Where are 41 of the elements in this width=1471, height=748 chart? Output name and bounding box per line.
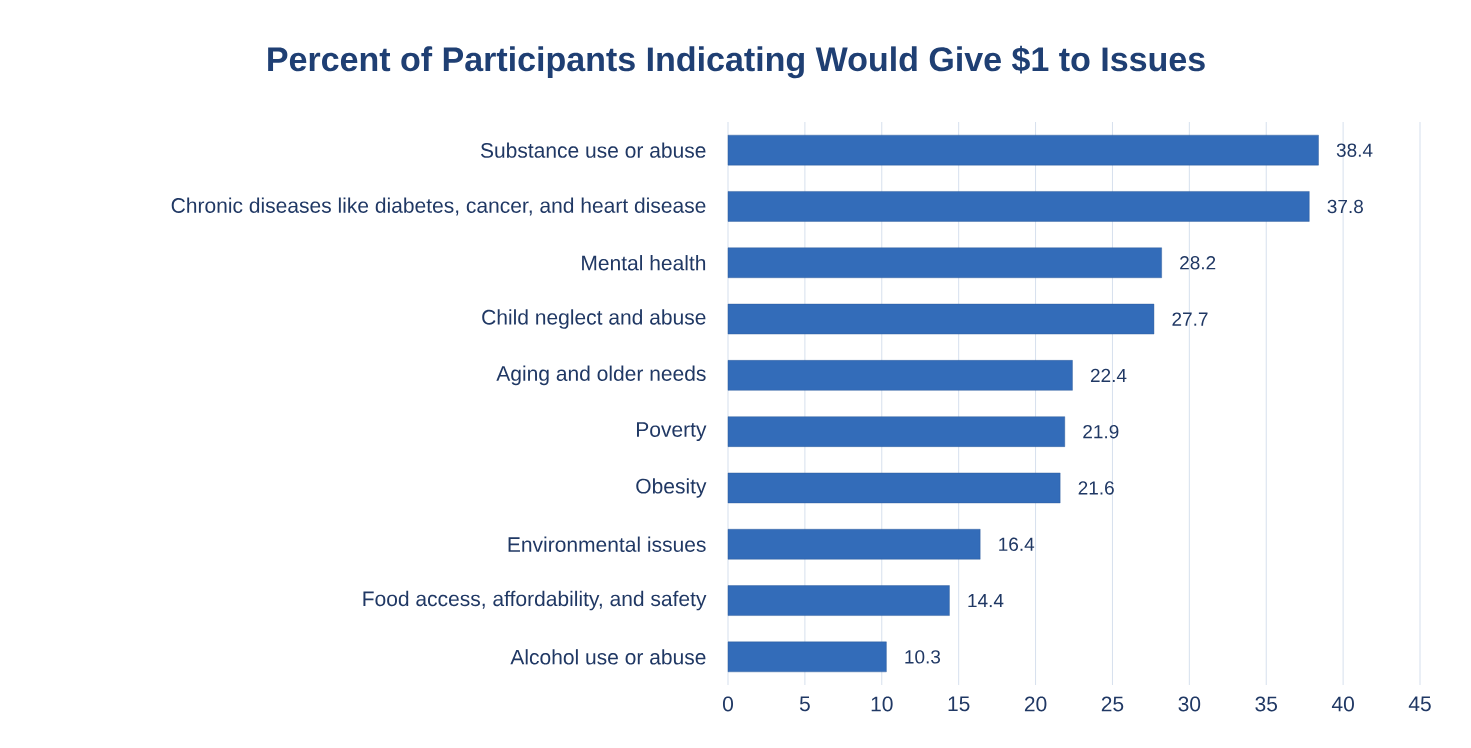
data-label: 14.4 [968,594,1004,608]
data-label: 28.2 [1180,256,1216,270]
bar [727,641,887,673]
data-label: 38.4 [1336,143,1373,157]
y-tick-label: Food access, affordability, and safety [363,590,707,611]
bar [727,303,1155,335]
data-label: 21.6 [1078,481,1114,495]
bar [727,360,1073,391]
x-tick-label: 45 [1408,696,1431,712]
x-tick-label: 25 [1101,696,1124,712]
x-tick-label: 35 [1255,696,1278,712]
x-tick-label: 10 [871,696,893,712]
x-tick-label: 20 [1024,696,1047,712]
data-label: 27.7 [1172,312,1208,326]
x-tick-label: 15 [948,696,970,712]
y-tick-label: Child neglect and abuse [482,309,706,329]
data-label: 22.4 [1090,368,1127,382]
x-tick-label: 30 [1178,696,1201,712]
x-tick-label: 40 [1331,696,1354,712]
bar [727,191,1310,222]
y-tick-label: Obesity [636,478,707,498]
y-tick-label: Mental health [582,255,706,271]
bar [727,247,1162,278]
data-label: 21.9 [1083,424,1119,439]
bar [727,529,981,560]
y-tick-label: Chronic diseases like diabetes, cancer, and heart disease [171,197,706,216]
data-label: 16.4 [999,537,1035,551]
y-tick-label: Environmental issues [508,536,706,552]
x-tick-label: 0 [722,696,734,712]
y-tick-label: Poverty [637,422,707,442]
bar [727,472,1061,504]
chart-title: Percent of Participants Indicating Would Give $1 to Issues [268,45,1205,79]
y-tick-label: Alcohol use or abuse [510,649,706,665]
bar [727,416,1065,447]
x-tick-label: 5 [799,696,810,712]
data-label: 10.3 [905,650,941,664]
bar [727,134,1319,166]
data-label: 37.8 [1327,199,1363,214]
y-tick-label: Aging and older needs [496,365,706,386]
bar [727,585,950,616]
y-tick-label: Substance use or abuse [480,142,706,158]
